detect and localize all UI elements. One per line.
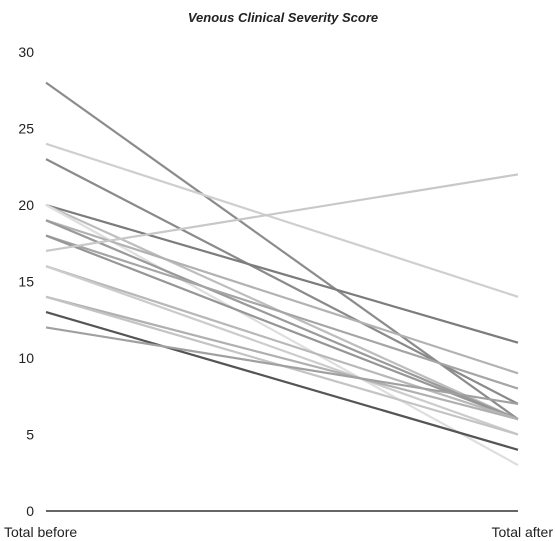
- series-line-17: [45, 326, 519, 405]
- x-category-label-1: Total before: [4, 524, 77, 540]
- series-line-9: [45, 234, 519, 390]
- y-tick-label-10: 10: [18, 350, 34, 366]
- y-tick-label-0: 0: [26, 503, 34, 519]
- x-category-label-2: Total after: [492, 524, 554, 540]
- y-tick-label-25: 25: [18, 121, 34, 137]
- y-tick-label-30: 30: [18, 44, 34, 60]
- y-tick-label-15: 15: [18, 274, 34, 290]
- series-line-3: [45, 158, 519, 405]
- series-line-16: [45, 311, 519, 451]
- series-line-4: [45, 203, 519, 344]
- series-lines: [45, 81, 519, 467]
- x-axis-categories: Total before Total after: [4, 524, 553, 540]
- series-line-8: [45, 219, 519, 421]
- series-line-2: [45, 142, 519, 298]
- series-line-7: [45, 219, 519, 375]
- y-axis-ticks: 0 5 10 15 20 25 30: [18, 44, 34, 519]
- series-line-14: [45, 295, 519, 421]
- y-tick-label-20: 20: [18, 197, 34, 213]
- chart-title: Venous Clinical Severity Score: [188, 10, 378, 25]
- series-line-10: [45, 234, 519, 421]
- y-tick-label-5: 5: [26, 427, 34, 443]
- series-line-12: [45, 265, 519, 421]
- series-line-11: [45, 173, 519, 252]
- series-line-13: [45, 265, 519, 436]
- series-line-6: [45, 204, 519, 467]
